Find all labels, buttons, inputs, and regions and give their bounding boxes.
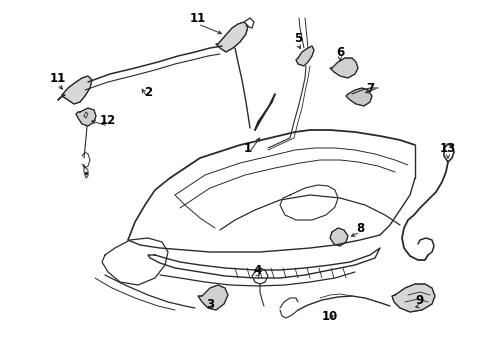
Polygon shape xyxy=(346,88,372,106)
Text: 1: 1 xyxy=(244,141,252,154)
Text: 11: 11 xyxy=(190,12,206,24)
Text: 3: 3 xyxy=(206,298,214,311)
Text: 4: 4 xyxy=(254,264,262,276)
Polygon shape xyxy=(330,58,358,78)
Polygon shape xyxy=(255,94,275,130)
Polygon shape xyxy=(392,284,435,312)
Text: 8: 8 xyxy=(356,221,364,234)
Text: 2: 2 xyxy=(144,86,152,99)
Polygon shape xyxy=(58,76,92,104)
Polygon shape xyxy=(330,228,348,246)
Text: 7: 7 xyxy=(366,81,374,95)
Text: 5: 5 xyxy=(294,32,302,45)
Polygon shape xyxy=(198,285,228,310)
Text: 13: 13 xyxy=(440,141,456,154)
Text: 10: 10 xyxy=(322,310,338,323)
Polygon shape xyxy=(296,46,314,66)
Polygon shape xyxy=(216,22,248,52)
Text: 11: 11 xyxy=(50,72,66,85)
Polygon shape xyxy=(76,108,96,126)
Text: 9: 9 xyxy=(416,293,424,306)
Text: 6: 6 xyxy=(336,45,344,59)
Text: 12: 12 xyxy=(100,113,116,126)
